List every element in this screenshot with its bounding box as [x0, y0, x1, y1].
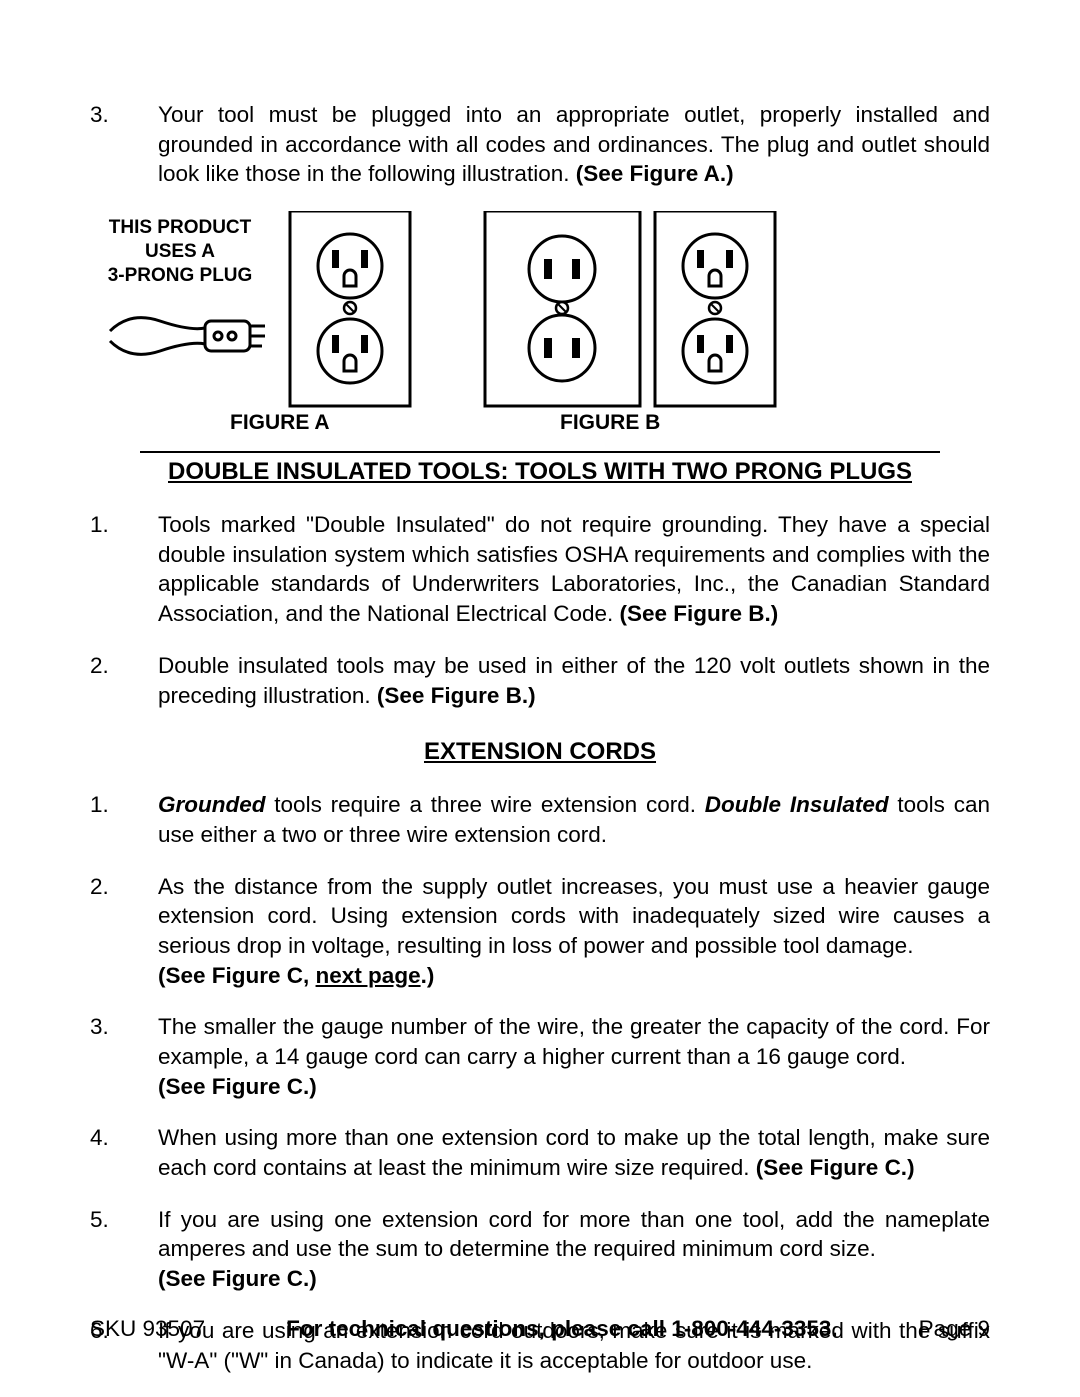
list-number: 3. [90, 100, 158, 189]
text-span: Double insulated tools may be used in ei… [158, 653, 990, 708]
heading-double-insulated: DOUBLE INSULATED TOOLS: TOOLS WITH TWO P… [90, 458, 990, 486]
text-span: Tools marked "Double Insulated" do not r… [158, 512, 990, 626]
footer-page: Page 9 [919, 1316, 990, 1342]
list-item: 4.When using more than one extension cor… [90, 1123, 990, 1182]
text-span: Your tool must be plugged into an approp… [158, 102, 990, 186]
figure-area: THIS PRODUCT USES A 3-PRONG PLUG [90, 211, 990, 441]
footer-call: For technical questions, please call 1-8… [286, 1316, 838, 1342]
list-text: Your tool must be plugged into an approp… [158, 100, 990, 189]
list-number: 4. [90, 1123, 158, 1182]
list-text: As the distance from the supply outlet i… [158, 872, 990, 991]
text-span: Grounded [158, 792, 266, 817]
list-item: 5.If you are using one extension cord fo… [90, 1205, 990, 1294]
divider [140, 451, 940, 453]
text-span: (See Figure C, [158, 963, 316, 988]
list-item: 2.As the distance from the supply outlet… [90, 872, 990, 991]
list-item: 1.Grounded tools require a three wire ex… [90, 790, 990, 849]
figure-b-label: FIGURE B [560, 411, 660, 435]
intro-item: 3. Your tool must be plugged into an app… [90, 100, 990, 189]
list-text: Double insulated tools may be used in ei… [158, 651, 990, 710]
footer-sku: SKU 93507 [90, 1316, 205, 1342]
text-span: Double Insulated [705, 792, 889, 817]
text-bold: (See Figure A.) [576, 161, 734, 186]
list-number: 2. [90, 872, 158, 991]
text-span: If you are using one extension cord for … [158, 1207, 990, 1262]
text-span: As the distance from the supply outlet i… [158, 874, 990, 958]
double-insulated-list: 1.Tools marked "Double Insulated" do not… [90, 510, 990, 710]
list-text: Tools marked "Double Insulated" do not r… [158, 510, 990, 629]
list-item: 3.The smaller the gauge number of the wi… [90, 1012, 990, 1101]
list-number: 1. [90, 790, 158, 849]
list-number: 3. [90, 1012, 158, 1101]
list-text: Grounded tools require a three wire exte… [158, 790, 990, 849]
heading-extension-cords: EXTENSION CORDS [90, 738, 990, 766]
extension-cords-list: 1.Grounded tools require a three wire ex… [90, 790, 990, 1375]
text-bold: (See Figure B.) [620, 601, 779, 626]
text-span: next page [316, 963, 421, 988]
list-number: 2. [90, 651, 158, 710]
figure-a-label: FIGURE A [230, 411, 330, 435]
text-span: tools require a three wire extension cor… [266, 792, 705, 817]
page-footer: SKU 93507 For technical questions, pleas… [90, 1316, 990, 1342]
text-span: (See Figure C.) [158, 1266, 317, 1291]
text-bold: (See Figure B.) [377, 683, 536, 708]
list-item: 1.Tools marked "Double Insulated" do not… [90, 510, 990, 629]
list-number: 5. [90, 1205, 158, 1294]
text-span: .) [421, 963, 435, 988]
figure-svg [90, 211, 990, 411]
text-span: (See Figure C.) [756, 1155, 915, 1180]
list-text: If you are using one extension cord for … [158, 1205, 990, 1294]
list-text: When using more than one extension cord … [158, 1123, 990, 1182]
list-item: 2.Double insulated tools may be used in … [90, 651, 990, 710]
list-text: The smaller the gauge number of the wire… [158, 1012, 990, 1101]
text-span: The smaller the gauge number of the wire… [158, 1014, 990, 1069]
text-span: (See Figure C.) [158, 1074, 317, 1099]
list-number: 1. [90, 510, 158, 629]
